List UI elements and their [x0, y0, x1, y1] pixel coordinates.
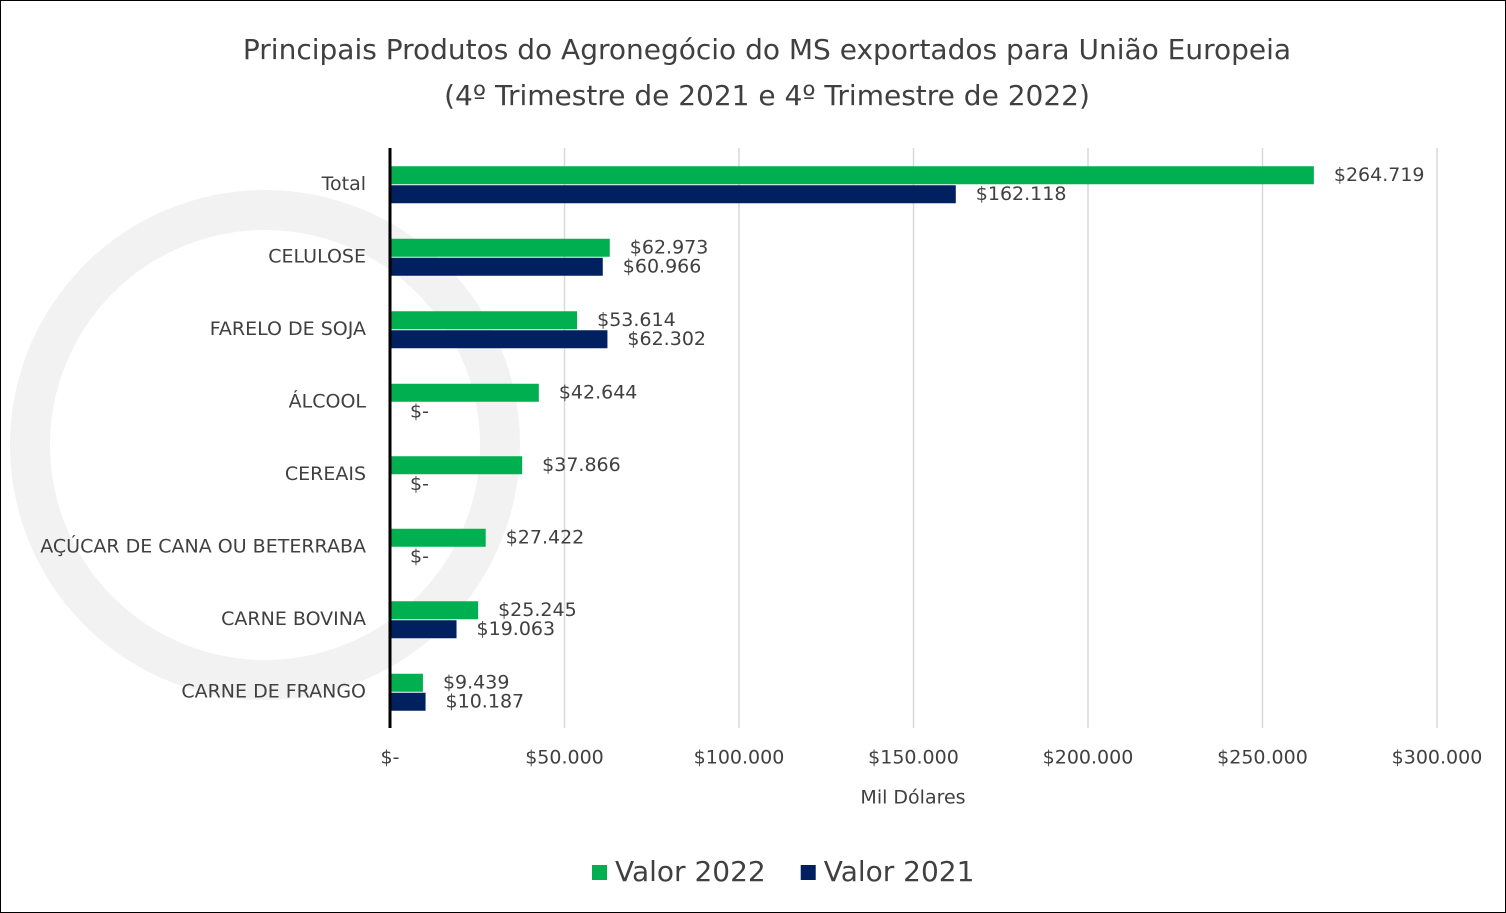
value-label: $37.866	[542, 454, 621, 476]
y-tick-label: FARELO DE SOJA	[210, 318, 366, 340]
x-tick-label: $200.000	[1043, 747, 1134, 769]
x-tick-label: $100.000	[694, 747, 785, 769]
bar	[390, 238, 610, 257]
bar	[390, 620, 457, 639]
bar	[390, 257, 603, 276]
y-tick-label: CELULOSE	[268, 245, 366, 267]
legend-label: Valor 2022	[615, 855, 766, 888]
value-label: $19.063	[477, 618, 556, 640]
bar	[390, 673, 423, 692]
value-label: $62.973	[630, 236, 709, 258]
chart-subtitle: (4º Trimestre de 2021 e 4º Trimestre de …	[444, 79, 1090, 112]
y-tick-label: Total	[321, 173, 366, 195]
watermark	[10, 190, 520, 700]
y-tick-label: ÁLCOOL	[289, 389, 367, 412]
y-tick-label: CARNE BOVINA	[221, 608, 366, 630]
x-axis-label: Mil Dólares	[860, 787, 965, 809]
value-label: $53.614	[597, 309, 676, 331]
chart-title: Principais Produtos do Agronegócio do MS…	[243, 33, 1291, 66]
bar	[390, 528, 486, 547]
value-label: $-	[410, 545, 429, 567]
bar	[390, 330, 608, 349]
value-label: $62.302	[627, 328, 706, 350]
value-label: $9.439	[443, 671, 509, 693]
bar	[390, 311, 578, 330]
legend-label: Valor 2021	[824, 855, 975, 888]
bar	[390, 456, 523, 475]
value-label: $264.719	[1334, 164, 1425, 186]
value-label: $27.422	[506, 526, 585, 548]
bar	[390, 692, 426, 711]
x-tick-label: $50.000	[525, 747, 604, 769]
y-tick-label: CEREAIS	[285, 463, 366, 485]
value-label: $10.187	[446, 690, 525, 712]
x-tick-label: $-	[381, 747, 400, 769]
bar	[390, 601, 479, 620]
legend-swatch	[800, 865, 816, 880]
y-tick-label: AÇÚCAR DE CANA OU BETERRABA	[40, 533, 366, 557]
bar	[390, 383, 539, 402]
x-tick-label: $250.000	[1217, 747, 1308, 769]
x-tick-label: $300.000	[1392, 747, 1483, 769]
y-tick-label: CARNE DE FRANGO	[181, 680, 366, 702]
value-label: $-	[410, 400, 429, 422]
x-tick-label: $150.000	[868, 747, 959, 769]
value-label: $162.118	[976, 183, 1067, 205]
legend-swatch	[592, 865, 607, 880]
bar	[390, 185, 956, 204]
value-label: $42.644	[559, 381, 638, 403]
value-label: $25.245	[498, 599, 577, 621]
value-label: $-	[410, 473, 429, 495]
bar	[390, 166, 1314, 185]
value-label: $60.966	[623, 255, 702, 277]
